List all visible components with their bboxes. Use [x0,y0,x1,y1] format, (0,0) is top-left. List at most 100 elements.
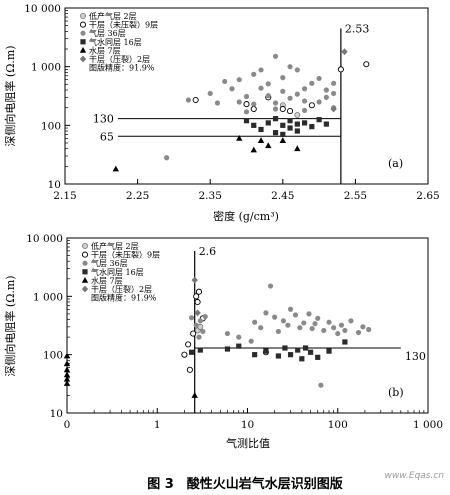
data-point [194,309,201,317]
data-point [341,48,348,56]
x-tick-label: 2.35 [199,190,222,202]
data-point [309,325,315,332]
data-point [282,345,288,351]
x-tick-label: 2.25 [126,190,149,202]
data-point [185,341,192,348]
data-point [330,105,337,113]
panel-a-reference-lines: 130 65 2.53 [93,22,369,184]
legend-entry: 水层 7层 [91,275,123,285]
data-point [287,95,293,101]
legend-marker [79,55,87,63]
legend-marker [80,39,86,45]
data-point [196,334,202,340]
data-point [292,312,299,318]
data-point [252,352,258,358]
data-point [280,75,286,81]
data-point [197,347,203,353]
data-point [243,101,250,108]
data-point [224,346,231,352]
panel-b-y-axis-label: 深侧向电阻率 (Ω.m) [3,275,17,376]
data-point [301,107,308,113]
data-point [348,318,354,324]
legend-marker [81,251,89,258]
data-point [272,116,279,122]
data-point [323,87,329,93]
data-point [316,117,322,123]
data-point [321,327,327,334]
data-point [307,349,314,355]
data-point [306,311,312,317]
data-point [287,118,293,124]
y-tick-label: 10 [48,179,61,191]
data-point [197,318,203,324]
data-point [316,99,322,105]
legend-marker [81,277,89,283]
legend-entry: 低产气层 2层 [89,11,137,21]
panel-b-ticks: 10 100 1 000 10 000 0 1 10 100 1 000 [26,233,443,431]
data-point [250,146,257,153]
data-point [308,102,315,109]
data-point [63,360,71,367]
x-tick-label: 100 [328,419,348,431]
data-point [280,88,286,94]
data-point [312,321,318,327]
data-point [335,330,341,337]
data-point [318,382,324,388]
data-point [267,283,274,289]
data-point [309,124,315,130]
data-point [251,71,257,77]
data-point [207,90,213,97]
panel-a-frame [64,7,429,185]
data-point [236,343,242,349]
legend-entry: 气层 36层 [91,258,128,268]
data-point [301,86,308,92]
data-point [164,155,170,161]
y-tick-label: 100 [41,120,61,132]
reference-line-label: 130 [93,113,114,126]
data-point [63,366,71,373]
data-point [275,328,282,335]
data-point [236,134,243,141]
data-point [366,326,372,333]
data-point [214,100,221,106]
data-point [181,351,188,358]
legend-marker [79,47,87,53]
y-tick-label: 10 000 [24,3,61,15]
data-point [294,67,300,73]
panel-a-points [112,48,370,172]
data-point [287,306,294,312]
data-point [200,328,206,335]
data-point [294,121,300,127]
figure-caption: 图 3 酸性火山岩气水层识别图版 [147,476,343,492]
data-point [258,126,264,133]
legend-entry: 干层（压裂）2层 [91,284,152,294]
legend-marker [82,243,88,249]
data-point [331,90,337,97]
data-point [272,53,279,59]
data-point [188,315,195,321]
data-point [265,120,271,126]
legend-entry: 干层（压裂）2层 [89,54,150,64]
data-point [251,122,257,128]
data-point [280,122,286,128]
x-tick-label: 10 [241,419,254,431]
data-point [236,99,242,105]
data-point [222,78,228,85]
data-point [360,324,366,330]
legend-note: 图版精度：91.9% [89,63,155,73]
y-tick-label: 1 000 [31,62,61,74]
legend-entry: 气水同层 16层 [91,267,144,277]
data-point [338,322,345,328]
data-point [188,349,195,355]
data-point [287,125,293,131]
data-point [287,352,294,358]
data-point [301,320,307,326]
reference-line-label: 65 [100,130,114,143]
data-point [251,101,257,107]
data-point [309,80,315,86]
data-point [191,392,198,398]
watermark: www.Eqas.cn [385,471,445,481]
